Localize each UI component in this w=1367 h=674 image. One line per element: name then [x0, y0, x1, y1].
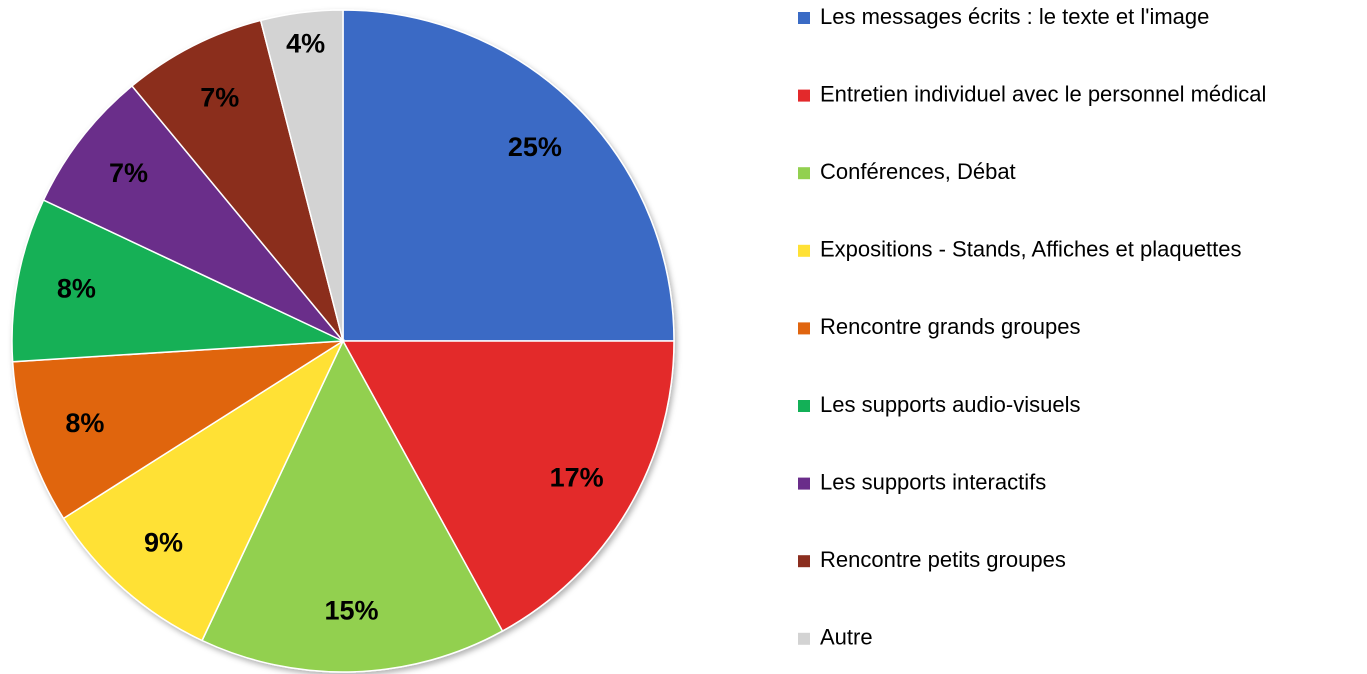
slice: [342, 9, 675, 342]
data-label: 17%: [550, 462, 604, 492]
legend-swatch: [798, 167, 810, 180]
data-label: 9%: [144, 528, 183, 558]
data-label: 8%: [65, 408, 104, 438]
legend-label: Les supports audio-visuels: [820, 392, 1080, 417]
legend-swatch: [798, 89, 810, 102]
slice: [11, 340, 344, 520]
data-label: 7%: [109, 158, 148, 188]
legend-label: Les supports interactifs: [820, 469, 1046, 494]
slice: [11, 199, 344, 363]
legend-swatch: [798, 555, 810, 568]
slice: [130, 19, 344, 342]
legend-swatch: [798, 632, 810, 645]
slice: [42, 84, 344, 342]
data-label: 25%: [508, 132, 562, 162]
legend-swatch: [798, 244, 810, 257]
legend-label: Rencontre petits groupes: [820, 547, 1066, 572]
legend-swatch: [798, 322, 810, 335]
slice: [201, 339, 504, 673]
legend-swatch: [798, 12, 810, 24]
slice: [341, 340, 675, 633]
slice: [259, 9, 344, 342]
legend-label: Expositions - Stands, Affiches et plaque…: [820, 237, 1242, 262]
legend-swatch: [798, 400, 810, 412]
legend-label: Autre: [820, 625, 873, 650]
data-label: 15%: [325, 595, 379, 625]
legend: Les messages écrits : le texte et l'imag…: [798, 4, 1266, 650]
data-label: 4%: [286, 29, 325, 59]
labels: 25% 17% 15% 9% 8% 8% 7% 7% 4%: [57, 29, 604, 626]
data-label: 7%: [200, 82, 239, 112]
legend-label: Rencontre grands groupes: [820, 314, 1081, 339]
pie: [11, 9, 675, 673]
legend-label: Conférences, Débat: [820, 159, 1016, 184]
legend-label: Les messages écrits : le texte et l'imag…: [820, 4, 1209, 29]
slice: [62, 338, 345, 642]
data-label: 8%: [57, 273, 96, 303]
legend-label: Entretien individuel avec le personnel m…: [820, 81, 1266, 106]
legend-swatch: [798, 477, 810, 490]
